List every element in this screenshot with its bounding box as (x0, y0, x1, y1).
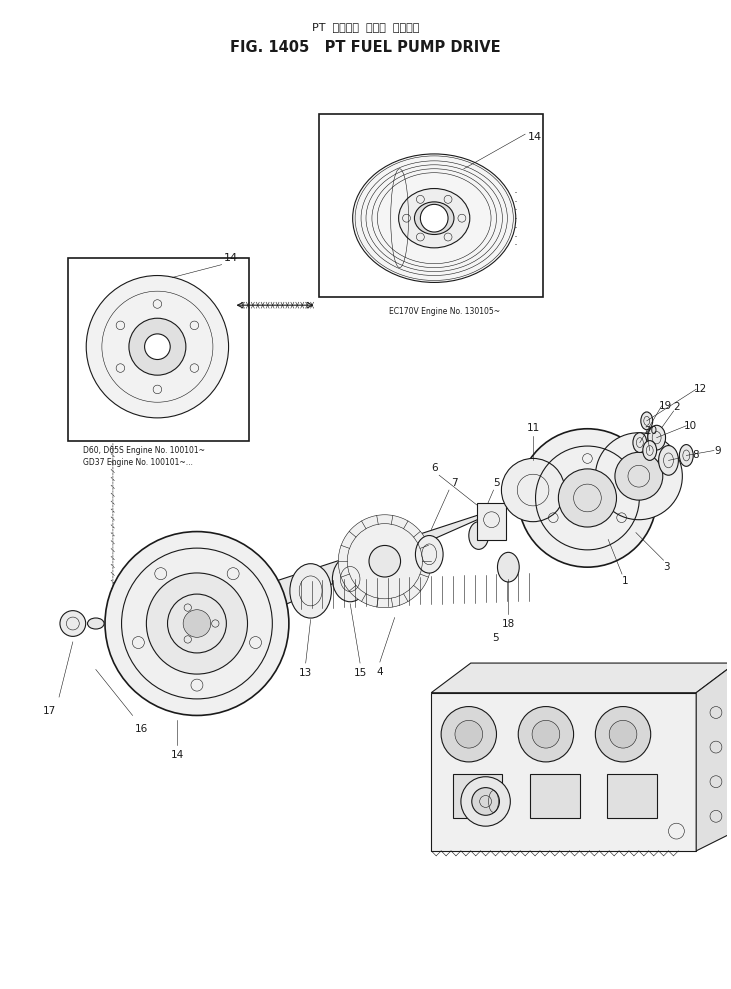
Ellipse shape (648, 425, 665, 450)
Circle shape (338, 514, 431, 607)
Circle shape (609, 720, 637, 748)
Ellipse shape (290, 564, 331, 618)
Bar (607, 773, 656, 818)
Ellipse shape (415, 535, 443, 573)
Polygon shape (431, 663, 731, 692)
Text: 18: 18 (501, 618, 515, 629)
Text: 3: 3 (663, 562, 670, 573)
Ellipse shape (88, 618, 104, 629)
Circle shape (420, 205, 448, 232)
Circle shape (86, 276, 229, 418)
Circle shape (518, 429, 656, 567)
Ellipse shape (352, 154, 516, 283)
Ellipse shape (469, 521, 488, 549)
Ellipse shape (679, 445, 693, 467)
Text: 14: 14 (224, 252, 238, 263)
Text: D60, D65S Engine No. 100101~: D60, D65S Engine No. 100101~ (83, 446, 205, 455)
Polygon shape (431, 692, 696, 851)
Ellipse shape (498, 552, 519, 582)
Text: 11: 11 (526, 422, 539, 433)
Bar (453, 773, 502, 818)
Bar (477, 502, 507, 540)
Polygon shape (276, 443, 652, 608)
Ellipse shape (659, 446, 678, 476)
Ellipse shape (641, 412, 653, 430)
Text: 19: 19 (659, 401, 673, 411)
Text: 20: 20 (644, 425, 657, 436)
Text: 10: 10 (683, 420, 697, 431)
Circle shape (501, 459, 565, 521)
Text: 12: 12 (694, 384, 707, 395)
Text: 5: 5 (493, 478, 500, 489)
Circle shape (532, 720, 560, 748)
Bar (69, 258, 249, 441)
Text: 2: 2 (673, 402, 680, 411)
Circle shape (183, 610, 211, 637)
Circle shape (441, 706, 496, 762)
Text: 15: 15 (353, 668, 367, 677)
Ellipse shape (633, 433, 647, 453)
Circle shape (369, 546, 401, 577)
Circle shape (105, 531, 289, 715)
Circle shape (129, 318, 186, 375)
Text: 4: 4 (376, 667, 383, 676)
Text: GD37 Engine No. 100101~...: GD37 Engine No. 100101~... (83, 459, 193, 468)
Text: 8: 8 (692, 450, 699, 461)
Circle shape (455, 720, 482, 748)
Text: EC170V Engine No. 130105~: EC170V Engine No. 130105~ (389, 308, 500, 316)
Polygon shape (696, 663, 731, 851)
Circle shape (615, 452, 663, 500)
Text: PT  フェエル  ポンプ  ドライブ: PT フェエル ポンプ ドライブ (312, 23, 419, 33)
Text: 16: 16 (135, 724, 148, 734)
Ellipse shape (398, 189, 470, 248)
Bar (319, 115, 543, 298)
Ellipse shape (333, 556, 368, 601)
Circle shape (471, 787, 499, 815)
Text: 14: 14 (528, 133, 542, 142)
Circle shape (60, 610, 86, 636)
Circle shape (145, 334, 170, 360)
Bar (530, 773, 580, 818)
Text: 7: 7 (451, 478, 458, 489)
Text: 14: 14 (170, 750, 183, 760)
Circle shape (518, 706, 574, 762)
Text: 6: 6 (431, 463, 438, 474)
Text: 1: 1 (621, 576, 629, 586)
Circle shape (461, 776, 510, 826)
Circle shape (595, 433, 682, 519)
Text: FIG. 1405   PT FUEL PUMP DRIVE: FIG. 1405 PT FUEL PUMP DRIVE (230, 40, 501, 54)
Ellipse shape (643, 441, 656, 461)
Circle shape (595, 706, 651, 762)
Text: 13: 13 (299, 668, 312, 677)
Ellipse shape (414, 202, 454, 234)
Circle shape (146, 573, 248, 674)
Text: 9: 9 (715, 445, 721, 456)
Text: 17: 17 (43, 706, 56, 716)
Circle shape (558, 469, 616, 527)
Text: 5: 5 (492, 633, 499, 643)
